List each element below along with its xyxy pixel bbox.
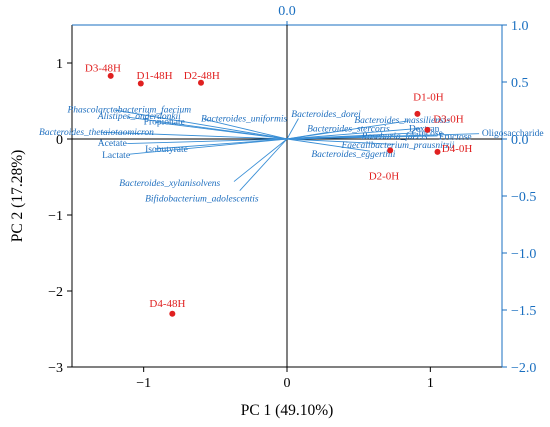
loading-label: Oligosaccharide	[482, 129, 544, 139]
x-axis-title: PC 1 (49.10%)	[241, 402, 334, 419]
loading-label: Lactate	[102, 151, 130, 161]
loading-label: Faecalibacterium_prausnitzii	[340, 141, 454, 151]
score-point	[387, 147, 394, 154]
y-tick-label: −2	[48, 285, 63, 300]
loading-label: Alistipes_onderdonkii	[97, 112, 181, 122]
score-label: D4-0H	[442, 143, 473, 155]
loading-vector	[114, 109, 288, 140]
score-label: D2-0H	[369, 170, 400, 182]
right-tick-label: 1.0	[511, 19, 529, 34]
loading-vector	[286, 133, 480, 140]
score-label: D1-48H	[137, 70, 173, 82]
x-tick-label: 1	[427, 376, 434, 391]
score-point	[198, 79, 204, 86]
loading-vector	[286, 131, 329, 140]
loading-label: Propionate	[144, 118, 185, 128]
loading-vector	[203, 118, 288, 140]
loading-label: Bacteroides_massiliensis	[354, 116, 450, 126]
loading-vector	[129, 138, 288, 155]
loading-label: Phascolarctobacterium_faecium	[67, 104, 192, 115]
loading-label: Acetate	[98, 139, 127, 149]
y-tick-label: 0	[56, 133, 63, 148]
y-tick-label: −3	[48, 361, 63, 376]
right-tick-label: 0.5	[511, 76, 529, 91]
loading-vector	[286, 127, 421, 140]
score-label: D1-0H	[413, 91, 444, 103]
loading-label: Glucose	[412, 129, 443, 139]
loading-vector	[239, 138, 288, 191]
loading-label: Dextran	[409, 124, 440, 134]
loading-vector	[100, 131, 288, 140]
loading-label: Bacteroides_uniformis	[201, 113, 287, 124]
loading-vector	[286, 138, 371, 152]
loading-label: Bacteroides_dorei	[291, 110, 361, 120]
right-tick-label: 0.0	[511, 133, 529, 148]
loading-label: Bacteroides_eggerthii	[311, 150, 395, 160]
score-label: D4-48H	[149, 298, 185, 310]
score-point	[414, 110, 421, 117]
loading-label: Fructose	[439, 133, 472, 143]
loading-label: Bacteroides_xylanisolvens	[119, 179, 220, 189]
loading-label: Bacteroides_thetaiotaomicron	[39, 128, 154, 138]
right-tick-label: −1.0	[511, 247, 536, 262]
loading-vectors: Phascolarctobacterium_faeciumAlistipes_o…	[39, 104, 544, 204]
loading-vector	[155, 121, 288, 140]
loading-vector	[233, 138, 288, 182]
loading-label: Bacteroides_stercoris	[307, 124, 390, 134]
ticks: −1 0 1 1 0 −1 −2 −3 0.0 1.0 0.5 0.0 −0.5 −1.0 −1.5 −2.0	[48, 4, 536, 391]
right-tick-label: −2.0	[511, 361, 536, 376]
loading-vector	[155, 138, 288, 150]
right-tick-label: −0.5	[511, 190, 536, 205]
right-tick-label: −1.5	[511, 304, 536, 319]
score-point	[424, 126, 431, 133]
y-tick-label: −1	[48, 209, 63, 224]
score-point	[434, 148, 441, 155]
loading-label: Isobutyrate	[145, 145, 188, 155]
x-tick-label: 0	[284, 376, 291, 391]
loading-label: Bifidobacterium_adolescentis	[145, 193, 259, 204]
score-point	[169, 310, 176, 317]
score-label: D2-48H	[184, 70, 220, 82]
score-point	[137, 80, 144, 87]
loading-vector	[286, 118, 299, 140]
loading-vector	[286, 138, 395, 145]
score-label: D3-48H	[85, 63, 121, 75]
score-label: D3-0H	[433, 113, 464, 125]
top-tick-label: 0.0	[278, 4, 296, 19]
y-tick-label: 1	[56, 57, 63, 72]
x-tick-label: −1	[136, 376, 151, 391]
y-axis-title: PC 2 (17.28%)	[9, 150, 26, 243]
score-point	[107, 72, 114, 79]
loading-vector	[126, 138, 288, 145]
